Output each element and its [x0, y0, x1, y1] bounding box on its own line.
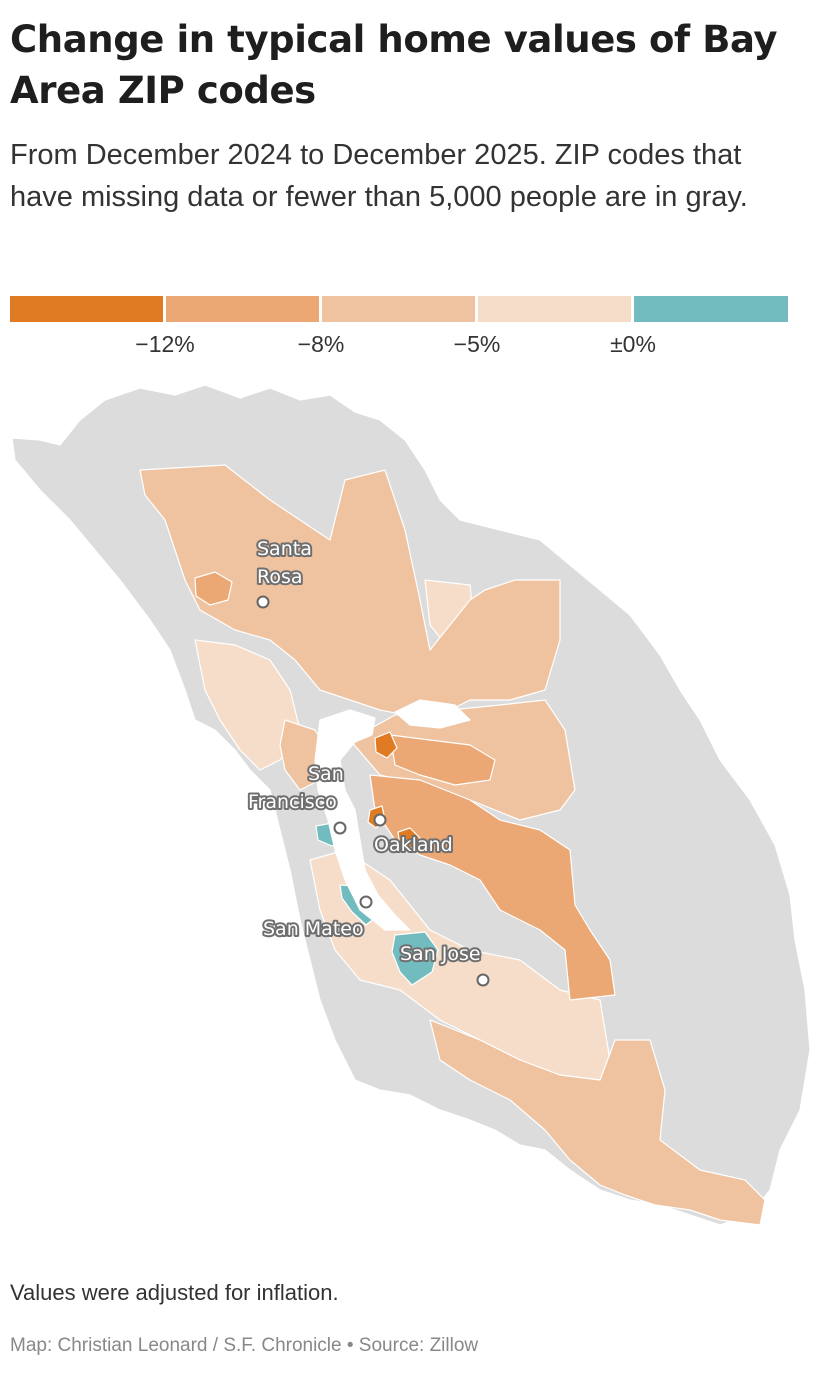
san-francisco-label-line2: Francisco	[248, 791, 337, 813]
chart-subtitle: From December 2024 to December 2025. ZIP…	[10, 139, 748, 213]
santa-rosa-label-line2: Rosa	[257, 566, 303, 588]
santa-rosa-marker	[256, 595, 270, 609]
legend-tick-2: −8%	[297, 331, 345, 357]
legend-bin-4	[478, 296, 631, 322]
san-jose-marker	[476, 973, 490, 987]
legend-bin-2	[166, 296, 319, 322]
san-francisco-marker	[333, 821, 347, 835]
map-bay-water	[314, 709, 411, 931]
color-legend: −12% −8% −5% ±0%	[10, 296, 790, 366]
map-region-oakland-hills	[397, 827, 421, 849]
legend-bin-1	[10, 296, 163, 322]
map-region-north-coast	[194, 639, 301, 771]
map-region-santa-rosa-core	[194, 571, 233, 606]
san-mateo-label: San Mateo	[263, 918, 364, 940]
bay-area-zip-map: Santa Rosa San Francisco Oakland San Mat…	[11, 384, 811, 1226]
legend-bin-5	[634, 296, 788, 322]
legend-tick-4: ±0%	[610, 331, 656, 357]
san-jose-label: San Jose	[400, 943, 481, 965]
chart-title: Change in typical home values of Bay Are…	[10, 18, 778, 112]
footnote: Values were adjusted for inflation.	[10, 1280, 339, 1305]
legend-tick-1: −12%	[135, 331, 195, 357]
map-san-pablo-bay	[394, 699, 471, 729]
map-region-inner-east-bay	[369, 774, 616, 1001]
san-francisco-label-line1: San	[308, 763, 344, 785]
map-region-richmond	[374, 731, 398, 759]
map-region-south-county	[429, 1019, 766, 1226]
legend-bin-3	[322, 296, 475, 322]
map-region-sonoma	[139, 464, 561, 721]
san-mateo-marker	[359, 895, 373, 909]
credit-line: Map: Christian Leonard / S.F. Chronicle …	[10, 1335, 479, 1356]
map-region-palo-alto-teal	[391, 931, 439, 986]
oakland-marker	[373, 813, 387, 827]
oakland-label: Oakland	[374, 834, 453, 856]
map-region-north-east-bay	[389, 734, 496, 786]
santa-rosa-label-line1: Santa	[257, 538, 312, 560]
legend-tick-3: −5%	[453, 331, 501, 357]
